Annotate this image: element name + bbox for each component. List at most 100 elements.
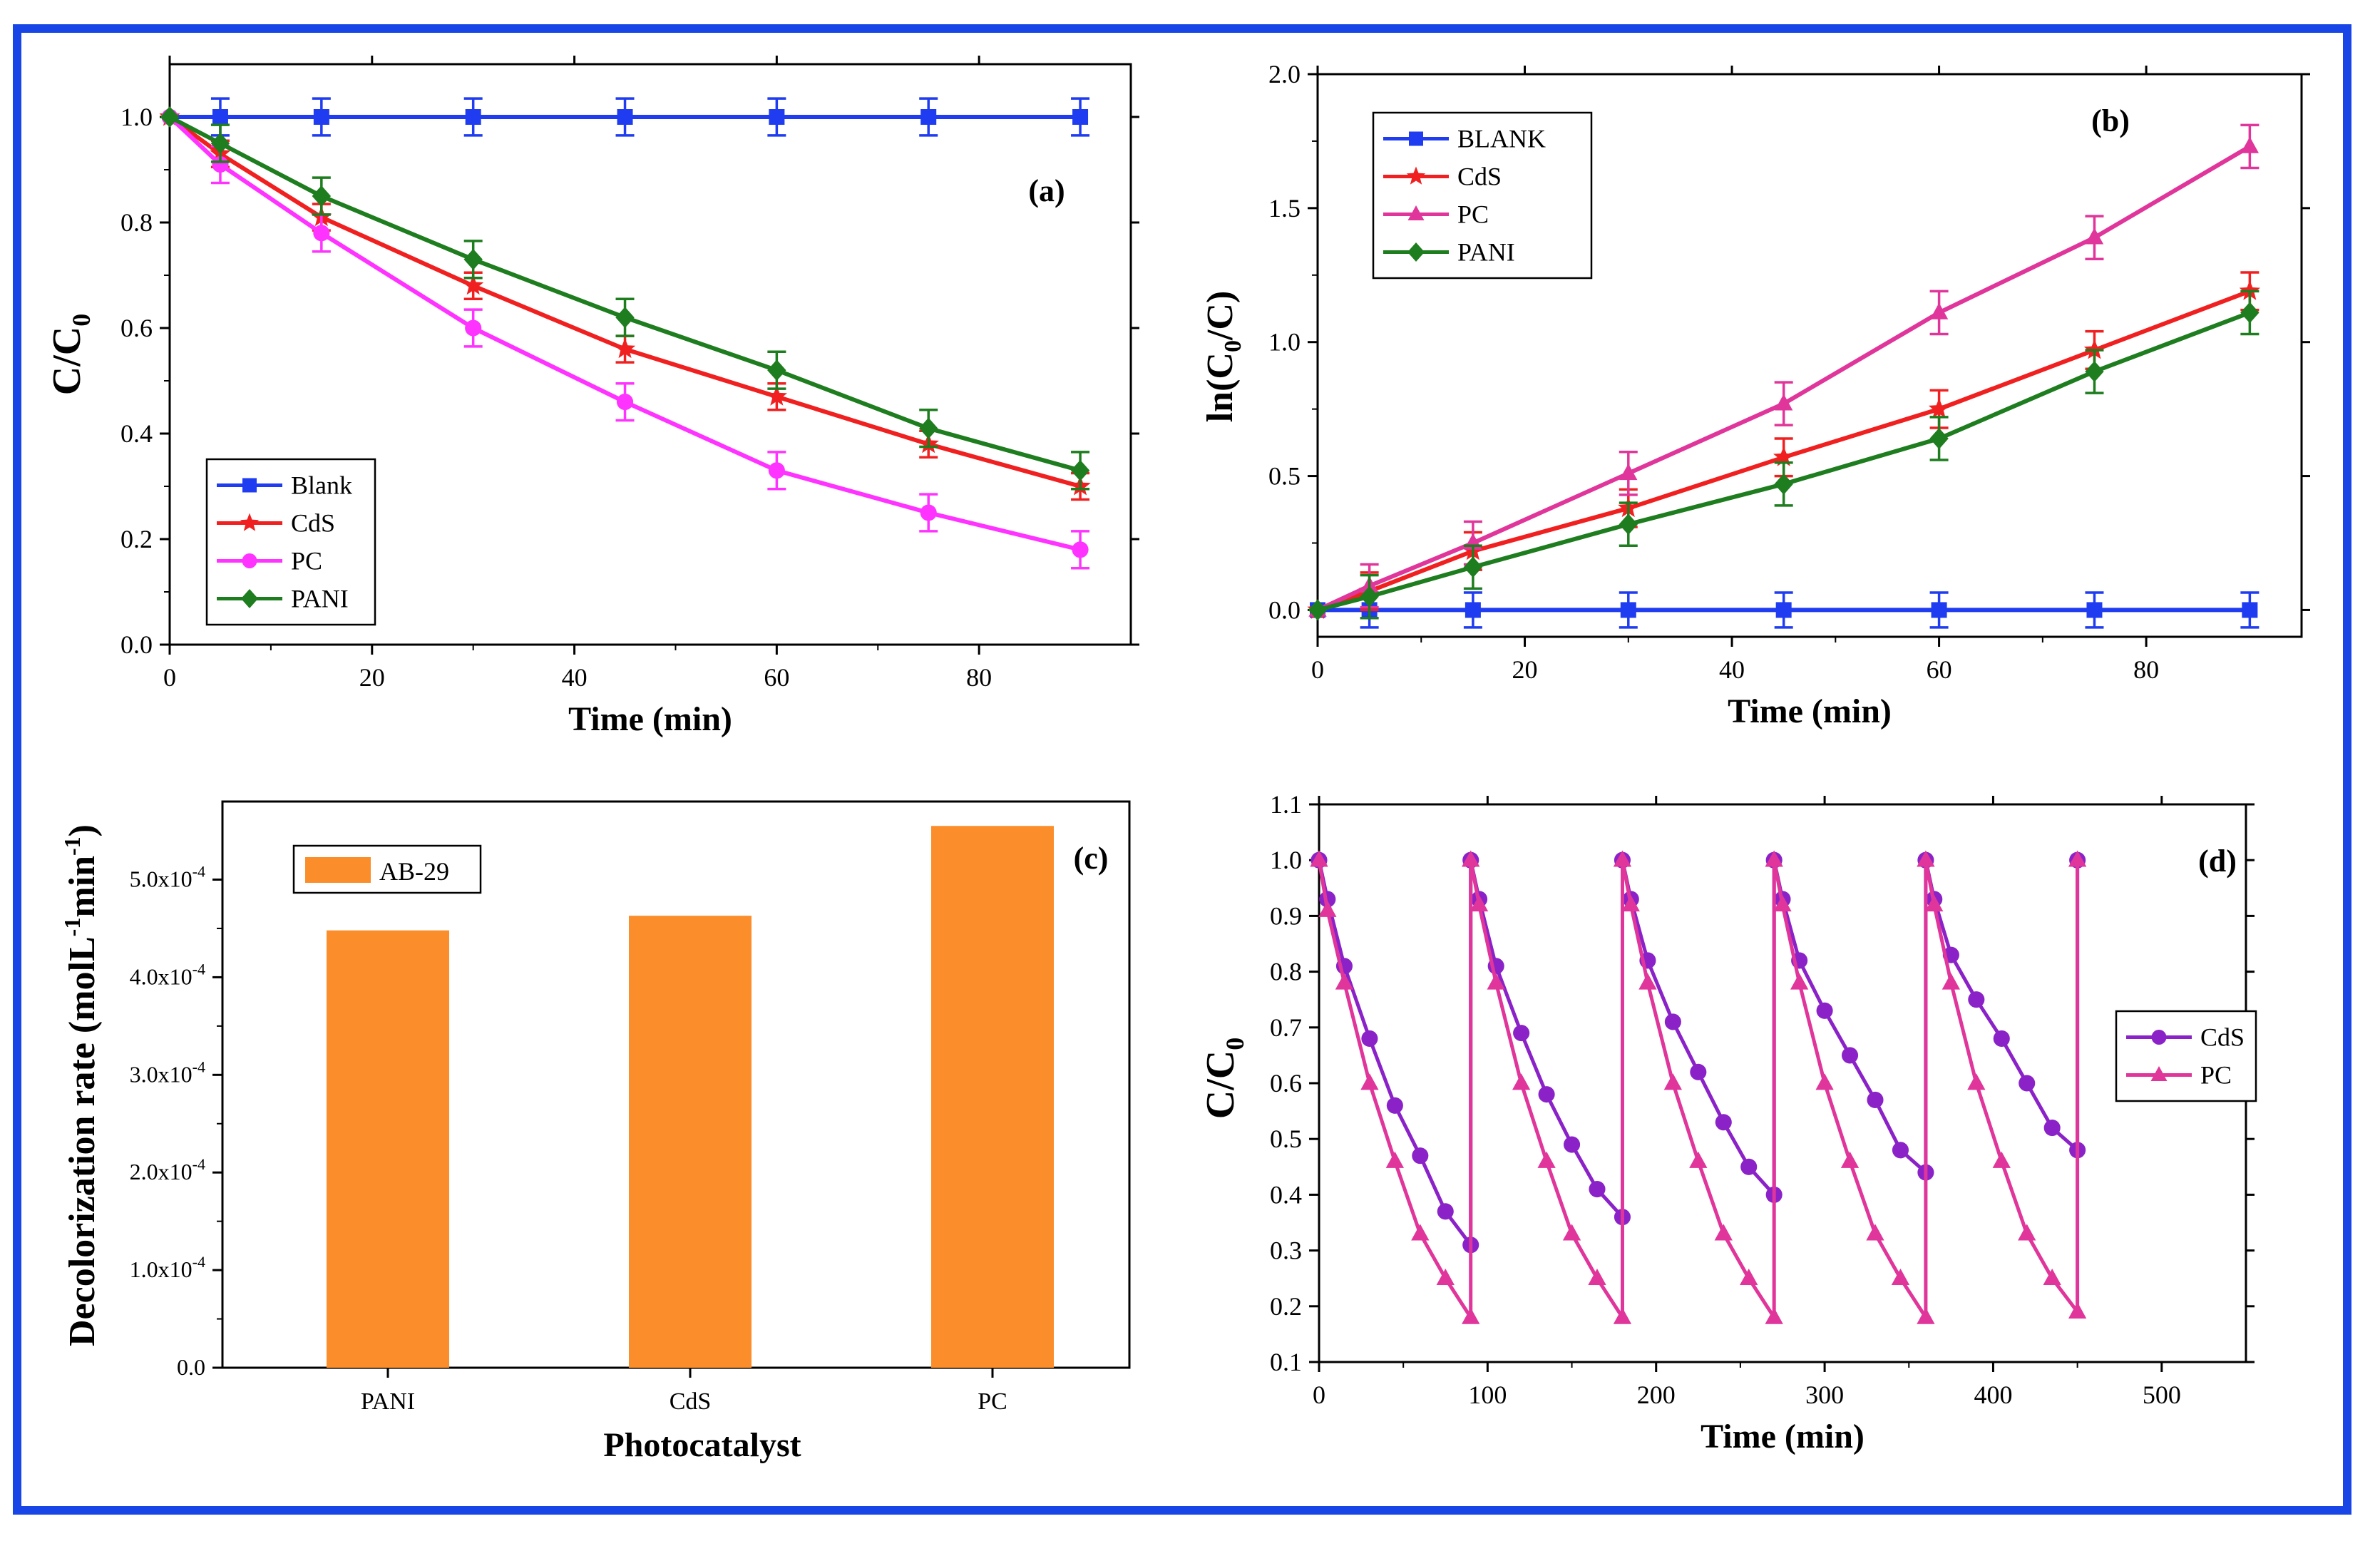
data-point: [1925, 895, 1944, 912]
data-point: [920, 504, 937, 521]
data-point: [766, 385, 787, 406]
legend-swatch: [305, 857, 371, 883]
legend-label: AB-29: [379, 857, 449, 886]
data-point: [1714, 1224, 1733, 1241]
y-tick-label: 1.0: [1268, 328, 1301, 357]
y-tick-label: 0.0: [177, 1354, 205, 1380]
data-point: [1815, 1073, 1834, 1090]
y-axis-title: C/C0: [1199, 1038, 1249, 1119]
series-cds: [1310, 851, 2086, 1254]
x-axis-title: Time (min): [1728, 692, 1892, 730]
x-tick-label: 0: [163, 663, 176, 692]
data-point: [1463, 556, 1483, 578]
y-tick-label: 0.3: [1270, 1237, 1302, 1265]
data-point: [2240, 302, 2260, 324]
plot-area-frame: [168, 63, 1132, 646]
series-pani: [1308, 290, 2260, 621]
y-tick-label: 0.0: [120, 630, 153, 659]
data-point: [463, 275, 484, 295]
series-blank: [1310, 591, 2260, 629]
data-point: [1360, 1073, 1379, 1090]
y-tick-label: 0.4: [120, 419, 153, 448]
data-point: [1588, 1268, 1606, 1286]
data-point: [1386, 1097, 1403, 1114]
panel-b-chart: 0 20 40 60 80 0.0 0.5 1.0 1.5 2.0 (b) Time (min) BLA…: [1200, 60, 2310, 730]
data-point: [1663, 1073, 1683, 1090]
legend-marker: [1407, 205, 1425, 220]
data-point: [1072, 109, 1089, 125]
data-point: [212, 156, 229, 173]
data-point: [160, 106, 180, 128]
series-line: [1316, 144, 2251, 613]
y-tick-label: 0.1: [1270, 1348, 1302, 1376]
data-point: [1929, 302, 1949, 319]
y-tick-label: 0.5: [1270, 1125, 1302, 1153]
data-point: [1360, 585, 1379, 608]
legend-label: PANI: [1457, 238, 1515, 267]
bar-pc: [931, 826, 1054, 1368]
y-tick-label: 5.0x10-4: [130, 863, 205, 892]
data-point: [1867, 1091, 1884, 1109]
y-tick-label: 0.2: [1270, 1292, 1302, 1321]
y-tick-label: 0.6: [1270, 1069, 1302, 1097]
y-tick-label: 0.9: [1270, 901, 1302, 930]
data-point: [1715, 1114, 1732, 1131]
x-tick-label: 0: [1311, 655, 1324, 684]
y-tick-label: 0.2: [120, 525, 153, 553]
y-tick-label: 0.8: [1270, 958, 1302, 986]
x-axis-title: Photocatalyst: [603, 1426, 801, 1464]
data-point: [768, 462, 785, 479]
data-point: [313, 225, 330, 242]
data-point: [1892, 1142, 1909, 1159]
data-point: [1931, 602, 1947, 618]
y-tick-label: 0.7: [1270, 1013, 1302, 1042]
panel-label: (c): [1074, 841, 1109, 876]
data-point: [614, 338, 636, 359]
data-point: [1840, 1151, 1860, 1168]
data-point: [920, 109, 937, 125]
data-point: [1412, 1147, 1429, 1164]
data-point: [1773, 895, 1792, 912]
y-tick-label: 0.0: [1268, 595, 1301, 624]
data-point: [1917, 850, 1935, 867]
legend-label: PANI: [291, 585, 349, 613]
y-tick-label: 4.0x10-4: [130, 960, 205, 989]
legend-marker: [242, 553, 257, 568]
legend: CdS PC: [2115, 1010, 2257, 1102]
data-point: [1462, 850, 1480, 867]
legend-label: PC: [2200, 1061, 2232, 1090]
data-point: [1619, 513, 1638, 536]
series-line: [1317, 859, 2080, 1251]
legend-label: PC: [291, 547, 322, 575]
data-point: [1968, 991, 1985, 1008]
legend-marker: [1406, 166, 1426, 185]
legend-marker: [1409, 131, 1423, 146]
y-tick-label: 0.4: [1270, 1180, 1302, 1209]
legend: BLANK CdS PC PANI: [1372, 111, 1593, 280]
data-point: [1765, 850, 1783, 867]
y-tick-label: 0.8: [120, 208, 153, 237]
legend-label: Blank: [291, 471, 352, 500]
data-point: [1310, 850, 1328, 867]
legend-marker: [240, 513, 260, 531]
data-point: [769, 109, 785, 125]
legend-marker: [241, 589, 258, 608]
x-tick-label: 300: [1805, 1381, 1844, 1409]
data-point: [1308, 599, 1328, 621]
data-point: [1773, 446, 1795, 466]
data-point: [1816, 1002, 1833, 1019]
data-point: [767, 359, 786, 382]
data-point: [1774, 473, 1793, 495]
x-tick-label: CdS: [670, 1388, 712, 1415]
data-point: [1992, 1151, 2011, 1168]
data-point: [2240, 136, 2260, 153]
data-point: [1563, 1136, 1581, 1153]
x-tick-label: 20: [359, 663, 385, 692]
data-point: [1790, 973, 1809, 990]
data-point: [1841, 1047, 1859, 1064]
y-tick-label: 1.0x10-4: [130, 1253, 205, 1282]
legend-marker: [242, 478, 257, 493]
data-point: [1070, 459, 1090, 481]
y-tick-label: 1.5: [1268, 194, 1301, 222]
